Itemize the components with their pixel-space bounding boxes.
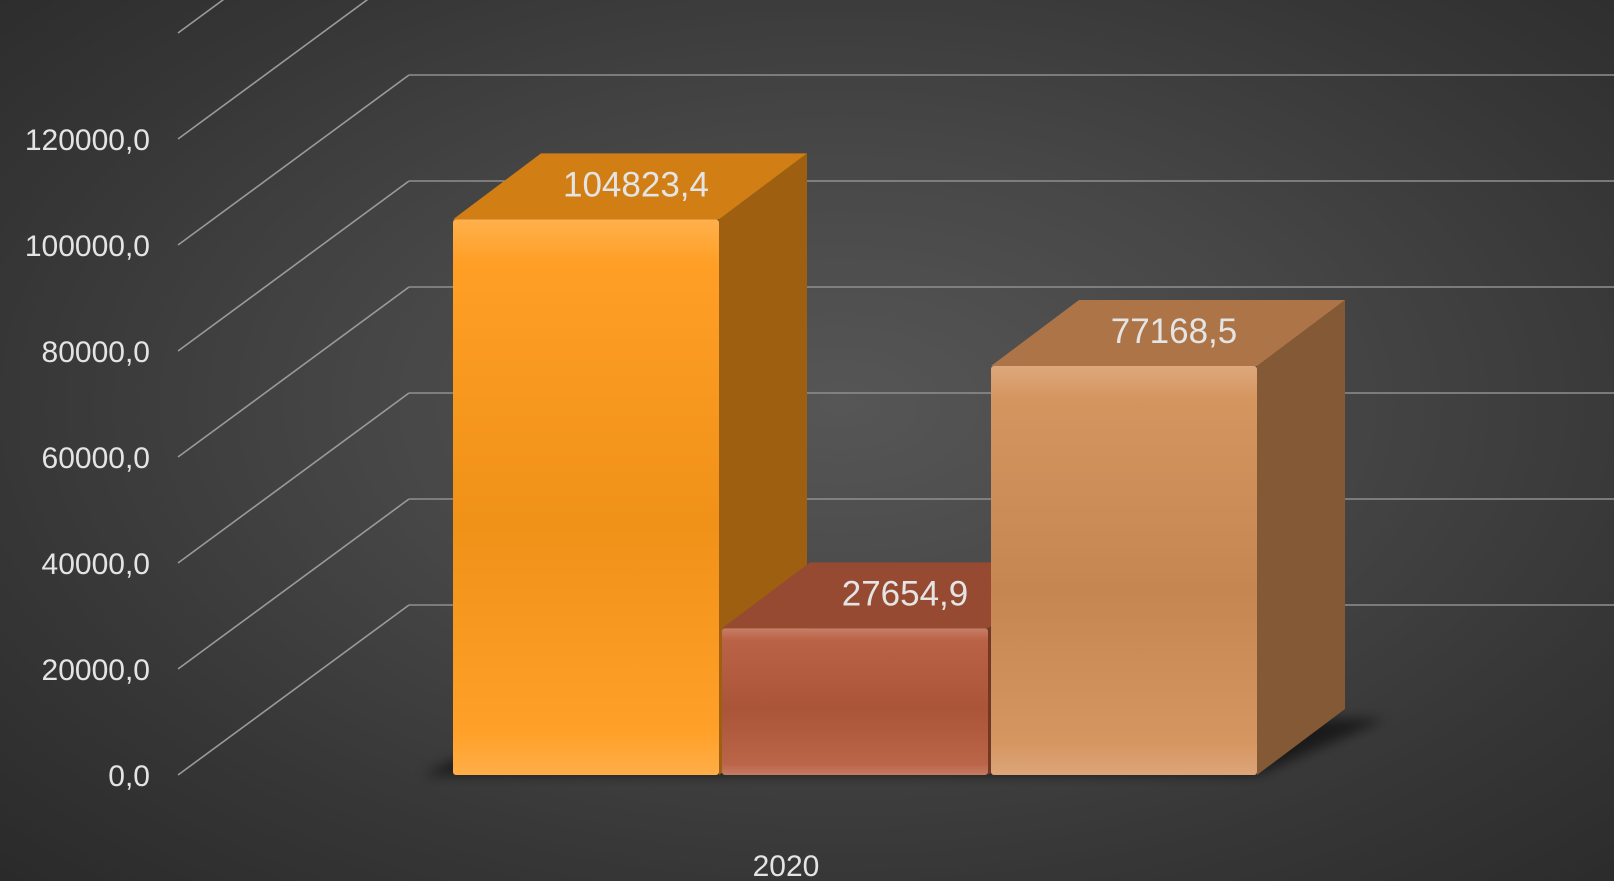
bar-front-face <box>722 628 988 775</box>
gridline-diagonal <box>178 75 409 245</box>
data-label: 104823,4 <box>563 165 709 204</box>
gridline-diagonal <box>178 181 409 351</box>
y-tick-label: 20000,0 <box>42 654 150 687</box>
gridline-diagonal <box>178 287 409 457</box>
y-tick-label: 80000,0 <box>42 336 150 369</box>
gridline-diagonal <box>178 0 409 33</box>
bar-front-face <box>453 219 719 775</box>
y-tick-label: 60000,0 <box>42 442 150 475</box>
bar-side-face <box>1257 300 1345 775</box>
y-tick-label: 100000,0 <box>25 230 150 263</box>
data-label: 77168,5 <box>1111 312 1238 351</box>
bars <box>453 153 1345 775</box>
gridline-diagonal <box>178 499 409 669</box>
y-tick-label: 120000,0 <box>25 124 150 157</box>
x-tick-label: 2020 <box>753 850 820 881</box>
bar-front-face <box>991 366 1257 775</box>
gridline-diagonal <box>178 605 409 775</box>
gridline-diagonal <box>178 0 409 139</box>
data-label: 27654,9 <box>842 574 969 613</box>
y-tick-label: 40000,0 <box>42 548 150 581</box>
gridline-diagonal <box>178 393 409 563</box>
y-tick-label: 0,0 <box>108 760 150 793</box>
bar-3 <box>991 300 1345 775</box>
